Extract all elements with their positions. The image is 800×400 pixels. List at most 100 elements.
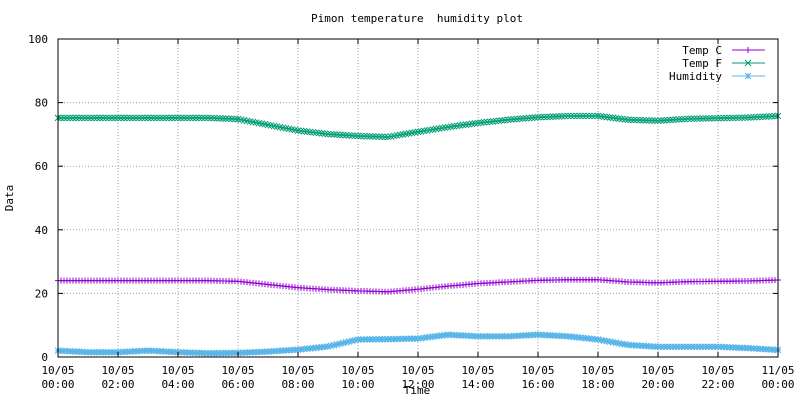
data-point: [600, 337, 608, 344]
data-point: [69, 114, 77, 122]
data-point: [633, 116, 641, 124]
data-point: [561, 112, 569, 120]
data-point: [507, 116, 515, 123]
data-point: [357, 132, 365, 140]
data-point: [342, 338, 350, 346]
data-point: [198, 114, 206, 122]
data-point: [207, 114, 215, 122]
data-point: [528, 114, 536, 122]
data-point: [582, 112, 590, 120]
data-point: [78, 114, 86, 122]
y-tick-label: 0: [41, 351, 48, 364]
x-tick-label: 10/05 06:00: [221, 364, 254, 391]
chart-title: Pimon temperature humidity plot: [311, 12, 523, 25]
data-point: [93, 114, 101, 122]
data-point: [558, 112, 566, 120]
data-point: [591, 112, 599, 120]
data-point: [348, 337, 356, 345]
data-point: [330, 131, 338, 138]
data-point: [57, 114, 65, 122]
series-temp-f: [54, 112, 782, 141]
x-tick-label: 10/05 12:00: [401, 364, 434, 391]
data-point: [663, 116, 671, 124]
x-tick-label: 10/05 18:00: [581, 364, 614, 391]
data-point: [225, 115, 233, 123]
data-point: [660, 116, 668, 124]
data-point: [102, 114, 110, 122]
data-point: [156, 114, 164, 122]
data-point: [549, 113, 557, 120]
data-point: [324, 130, 332, 138]
data-point: [597, 336, 605, 344]
legend-label: Temp F: [682, 57, 722, 70]
data-point: [624, 116, 632, 124]
data-point: [525, 114, 533, 122]
data-point: [519, 115, 527, 122]
y-axis-label: Data: [3, 185, 16, 212]
legend-marker: [745, 47, 751, 53]
data-point: [363, 132, 371, 140]
data-point: [717, 114, 725, 122]
data-point: [348, 132, 356, 139]
data-point: [378, 133, 386, 141]
data-point: [342, 131, 350, 139]
data-point: [555, 112, 563, 120]
data-point: [330, 341, 338, 349]
data-point: [339, 339, 347, 347]
data-point: [216, 115, 224, 122]
data-point: [351, 336, 359, 344]
data-point: [702, 115, 710, 122]
data-point: [636, 116, 644, 124]
data-point: [744, 114, 752, 121]
data-point: [675, 116, 683, 123]
x-tick-label: 10/05 04:00: [161, 364, 194, 391]
data-point: [765, 113, 773, 120]
data-point: [72, 114, 80, 122]
y-tick-label: 100: [28, 33, 48, 46]
legend-label: Temp C: [682, 44, 722, 57]
data-point: [567, 112, 575, 120]
data-point: [153, 114, 161, 122]
data-point: [129, 114, 137, 122]
series-layer: [54, 112, 782, 357]
x-tick-label: 10/05 22:00: [701, 364, 734, 391]
data-point: [75, 114, 83, 122]
data-point: [627, 116, 635, 124]
data-point: [756, 113, 764, 121]
data-point: [504, 116, 512, 124]
data-point: [120, 114, 128, 122]
data-point: [651, 117, 659, 124]
data-point: [546, 113, 554, 121]
data-point: [570, 112, 578, 120]
data-point: [201, 114, 209, 122]
data-point: [573, 112, 581, 120]
data-point: [768, 112, 776, 120]
y-tick-label: 80: [35, 97, 48, 110]
data-point: [108, 114, 116, 122]
data-point: [531, 114, 539, 121]
data-point: [699, 115, 707, 122]
data-point: [150, 114, 158, 122]
data-point: [654, 117, 662, 125]
data-point: [705, 115, 713, 122]
data-point: [165, 114, 173, 122]
data-point: [189, 114, 197, 122]
legend-marker: [744, 72, 752, 80]
data-point: [81, 114, 89, 122]
data-point: [693, 115, 701, 122]
x-tick-label: 10/05 16:00: [521, 364, 554, 391]
data-point: [345, 338, 353, 345]
x-tick-label: 10/05 02:00: [101, 364, 134, 391]
data-point: [147, 114, 155, 122]
axis-labels: 0 20 40 60 80 100 10/05 00:00 10/05 02:00 10/05 04:…: [28, 33, 794, 391]
x-tick-label: 10/05 10:00: [341, 364, 374, 391]
data-point: [666, 116, 674, 124]
data-point: [534, 113, 542, 121]
data-point: [615, 339, 623, 347]
data-point: [687, 115, 695, 123]
data-point: [639, 116, 647, 124]
data-point: [771, 112, 779, 120]
data-point: [678, 115, 686, 123]
data-point: [732, 114, 740, 122]
data-point: [135, 114, 143, 122]
